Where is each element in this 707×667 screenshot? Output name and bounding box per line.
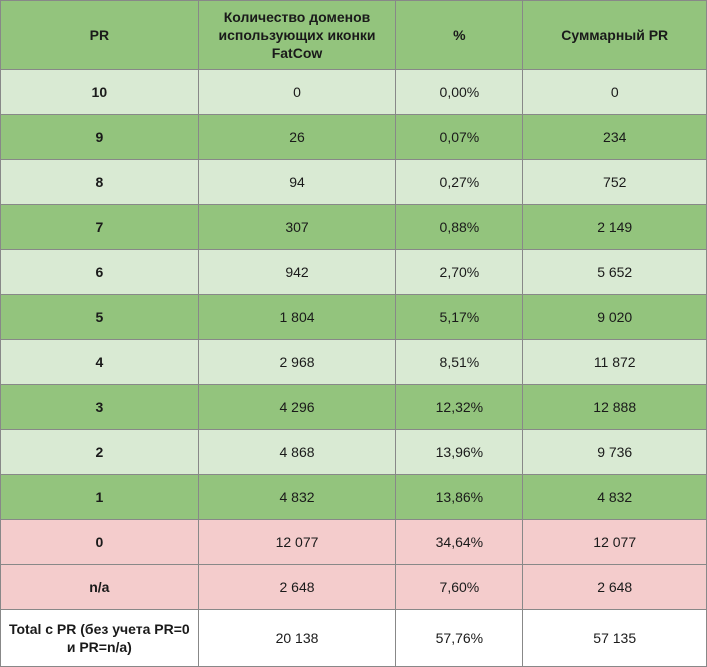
cell-pr: 1 bbox=[1, 475, 199, 520]
cell-count: 2 648 bbox=[198, 565, 396, 610]
cell-sum: 2 648 bbox=[523, 565, 707, 610]
pr-table: PR Количество доменов использующих иконк… bbox=[0, 0, 707, 667]
total-count: 20 138 bbox=[198, 610, 396, 667]
cell-count: 4 868 bbox=[198, 430, 396, 475]
header-count: Количество доменов использующих иконки F… bbox=[198, 1, 396, 70]
cell-percent: 7,60% bbox=[396, 565, 523, 610]
cell-sum: 234 bbox=[523, 115, 707, 160]
table-row: 0 12 077 34,64% 12 077 bbox=[1, 520, 707, 565]
cell-sum: 4 832 bbox=[523, 475, 707, 520]
table-row: 4 2 968 8,51% 11 872 bbox=[1, 340, 707, 385]
cell-count: 12 077 bbox=[198, 520, 396, 565]
table-body: 10 0 0,00% 0 9 26 0,07% 234 8 94 0,27% 7… bbox=[1, 70, 707, 667]
cell-pr: 10 bbox=[1, 70, 199, 115]
cell-percent: 2,70% bbox=[396, 250, 523, 295]
cell-count: 307 bbox=[198, 205, 396, 250]
cell-percent: 12,32% bbox=[396, 385, 523, 430]
total-sum: 57 135 bbox=[523, 610, 707, 667]
table-row: 10 0 0,00% 0 bbox=[1, 70, 707, 115]
cell-count: 0 bbox=[198, 70, 396, 115]
table-row: 5 1 804 5,17% 9 020 bbox=[1, 295, 707, 340]
table-row: 7 307 0,88% 2 149 bbox=[1, 205, 707, 250]
header-row: PR Количество доменов использующих иконк… bbox=[1, 1, 707, 70]
cell-pr: 7 bbox=[1, 205, 199, 250]
cell-pr: 2 bbox=[1, 430, 199, 475]
cell-percent: 13,96% bbox=[396, 430, 523, 475]
cell-percent: 0,00% bbox=[396, 70, 523, 115]
cell-sum: 12 077 bbox=[523, 520, 707, 565]
table-row: 2 4 868 13,96% 9 736 bbox=[1, 430, 707, 475]
header-pr: PR bbox=[1, 1, 199, 70]
cell-pr: n/a bbox=[1, 565, 199, 610]
cell-pr: 9 bbox=[1, 115, 199, 160]
cell-pr: 0 bbox=[1, 520, 199, 565]
cell-sum: 9 736 bbox=[523, 430, 707, 475]
table-row: 1 4 832 13,86% 4 832 bbox=[1, 475, 707, 520]
header-sum: Суммарный PR bbox=[523, 1, 707, 70]
table-row: 3 4 296 12,32% 12 888 bbox=[1, 385, 707, 430]
cell-sum: 2 149 bbox=[523, 205, 707, 250]
cell-pr: 8 bbox=[1, 160, 199, 205]
cell-count: 942 bbox=[198, 250, 396, 295]
cell-percent: 0,88% bbox=[396, 205, 523, 250]
cell-percent: 13,86% bbox=[396, 475, 523, 520]
cell-sum: 0 bbox=[523, 70, 707, 115]
cell-sum: 9 020 bbox=[523, 295, 707, 340]
cell-pr: 5 bbox=[1, 295, 199, 340]
total-row: Total с PR (без учета PR=0 и PR=n/a) 20 … bbox=[1, 610, 707, 667]
total-percent: 57,76% bbox=[396, 610, 523, 667]
table-row: 6 942 2,70% 5 652 bbox=[1, 250, 707, 295]
table-row: n/a 2 648 7,60% 2 648 bbox=[1, 565, 707, 610]
total-label: Total с PR (без учета PR=0 и PR=n/a) bbox=[1, 610, 199, 667]
cell-sum: 11 872 bbox=[523, 340, 707, 385]
cell-percent: 0,27% bbox=[396, 160, 523, 205]
cell-count: 94 bbox=[198, 160, 396, 205]
pr-table-container: PR Количество доменов использующих иконк… bbox=[0, 0, 707, 667]
cell-pr: 3 bbox=[1, 385, 199, 430]
cell-count: 26 bbox=[198, 115, 396, 160]
cell-sum: 752 bbox=[523, 160, 707, 205]
cell-count: 4 296 bbox=[198, 385, 396, 430]
cell-count: 1 804 bbox=[198, 295, 396, 340]
cell-percent: 34,64% bbox=[396, 520, 523, 565]
cell-sum: 12 888 bbox=[523, 385, 707, 430]
cell-pr: 4 bbox=[1, 340, 199, 385]
cell-percent: 8,51% bbox=[396, 340, 523, 385]
cell-count: 2 968 bbox=[198, 340, 396, 385]
cell-sum: 5 652 bbox=[523, 250, 707, 295]
header-percent: % bbox=[396, 1, 523, 70]
table-row: 8 94 0,27% 752 bbox=[1, 160, 707, 205]
table-row: 9 26 0,07% 234 bbox=[1, 115, 707, 160]
cell-pr: 6 bbox=[1, 250, 199, 295]
cell-count: 4 832 bbox=[198, 475, 396, 520]
cell-percent: 0,07% bbox=[396, 115, 523, 160]
cell-percent: 5,17% bbox=[396, 295, 523, 340]
